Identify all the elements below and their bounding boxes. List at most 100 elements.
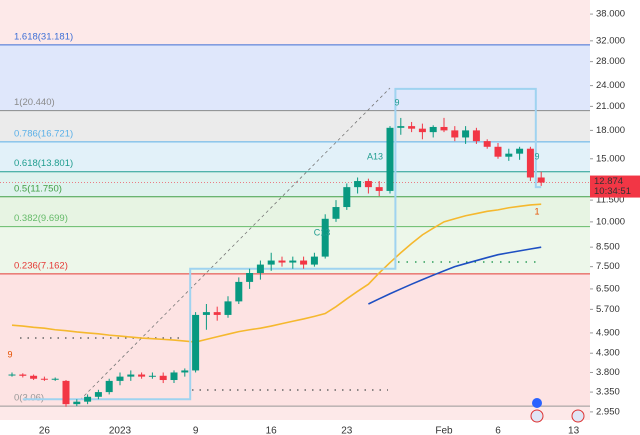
- moving-average: [11, 203, 542, 343]
- annotation: C13: [314, 227, 331, 237]
- annotation: 1: [534, 206, 539, 216]
- y-tick-label: 15.000: [596, 153, 625, 164]
- candle-body: [343, 187, 351, 208]
- candle-body: [192, 314, 200, 371]
- candle-body: [440, 126, 448, 131]
- indicator-lines: [0, 87, 590, 401]
- candle-body: [224, 301, 232, 315]
- x-tick-label: 13: [568, 426, 580, 435]
- candles: [8, 117, 545, 407]
- candle-body: [418, 128, 426, 133]
- candle-body: [451, 130, 459, 138]
- candle-body: [354, 181, 362, 188]
- annotation: 9: [394, 97, 399, 107]
- candle-body: [408, 126, 416, 129]
- candle-body: [213, 312, 221, 315]
- candle-body: [138, 374, 146, 377]
- fib-band: [0, 273, 590, 407]
- event-icon[interactable]: [530, 409, 544, 423]
- price-tag-countdown: 10:34:51: [594, 186, 631, 197]
- candle-body: [526, 148, 534, 178]
- annotation: 9: [534, 151, 539, 161]
- fib-bands: [0, 44, 590, 420]
- candle-body: [278, 260, 286, 263]
- candle-body: [40, 378, 48, 380]
- price-axis: [590, 0, 640, 435]
- fib-label: 0.236(7.162): [14, 260, 68, 271]
- candle-body: [289, 260, 297, 263]
- candle-body: [310, 256, 318, 265]
- candle-body: [235, 281, 243, 302]
- y-tick-label: 21.000: [596, 101, 625, 112]
- event-icon[interactable]: [532, 398, 542, 408]
- candle-body: [246, 273, 254, 282]
- candle-body: [181, 370, 189, 373]
- step-line: [22, 87, 542, 401]
- candle-body: [84, 396, 92, 402]
- y-tick-label: 38.000: [596, 9, 625, 20]
- fib-band: [0, 44, 590, 111]
- y-tick-label: 28.000: [596, 56, 625, 67]
- candle-body: [94, 392, 102, 397]
- candle-body: [8, 374, 16, 376]
- candle-body: [202, 312, 210, 315]
- candle-body: [127, 374, 135, 377]
- candle-body: [105, 380, 113, 393]
- fib-label: 0.786(16.721): [14, 128, 73, 139]
- candle-body: [397, 126, 405, 128]
- y-tick-label: 24.000: [596, 80, 625, 91]
- candle-body: [483, 141, 491, 147]
- fib-band: [0, 196, 590, 227]
- fib-band: [0, 226, 590, 274]
- y-tick-label: 8.500: [596, 242, 620, 253]
- fib-label: 1.618(31.181): [14, 31, 73, 42]
- fib-label: 0.5(11.750): [14, 183, 62, 194]
- moving-average: [368, 246, 542, 305]
- x-axis: 26 2023 9 16 23 Feb 6 13: [39, 426, 580, 435]
- fib-label: 0(3.06): [14, 393, 44, 404]
- price-tag-value: 12.874: [594, 176, 623, 187]
- y-tick-label: 10.000: [596, 216, 625, 227]
- price-tag-box: [590, 175, 640, 198]
- fib-label: 1(20.440): [14, 97, 55, 108]
- y-tick-label: 5.700: [596, 304, 620, 315]
- candle-body: [429, 126, 437, 133]
- candle-body: [267, 260, 275, 265]
- candle-body: [516, 148, 524, 154]
- y-tick-label: 2.950: [596, 406, 620, 417]
- x-tick-label: 16: [266, 426, 278, 435]
- y-tick-label: 11.500: [596, 195, 624, 206]
- fib-label: 0.618(13.801): [14, 158, 73, 169]
- x-tick-label: 9: [193, 426, 199, 435]
- candle-body: [116, 376, 124, 381]
- y-tick-label: 4.900: [596, 327, 620, 338]
- candle-body: [148, 375, 156, 377]
- candle-body: [19, 374, 27, 376]
- x-tick-label: 26: [39, 426, 51, 435]
- x-tick-label: 6: [495, 426, 501, 435]
- trend-line: [79, 87, 391, 401]
- candle-body: [256, 264, 264, 274]
- candle-body: [472, 130, 480, 142]
- candle-body: [62, 380, 70, 405]
- y-tick-label: 7.500: [596, 261, 620, 272]
- candle-body: [386, 127, 394, 191]
- x-tick-label: 23: [341, 426, 353, 435]
- fib-band: [0, 110, 590, 142]
- candle-body: [462, 130, 470, 138]
- y-tick-label: 18.000: [596, 125, 625, 136]
- candle-body: [30, 375, 38, 379]
- fib-band: [0, 171, 590, 197]
- x-tick-label: Feb: [435, 426, 453, 435]
- candle-body: [537, 177, 545, 183]
- annotation: A13: [367, 151, 383, 161]
- candle-body: [332, 207, 340, 219]
- candle-body: [505, 153, 513, 157]
- fib-label: 0.382(9.699): [14, 213, 68, 224]
- candle-body: [300, 260, 308, 265]
- y-tick-label: 3.350: [596, 387, 620, 398]
- y-tick-label: 3.800: [596, 367, 620, 378]
- event-icon[interactable]: [571, 409, 585, 423]
